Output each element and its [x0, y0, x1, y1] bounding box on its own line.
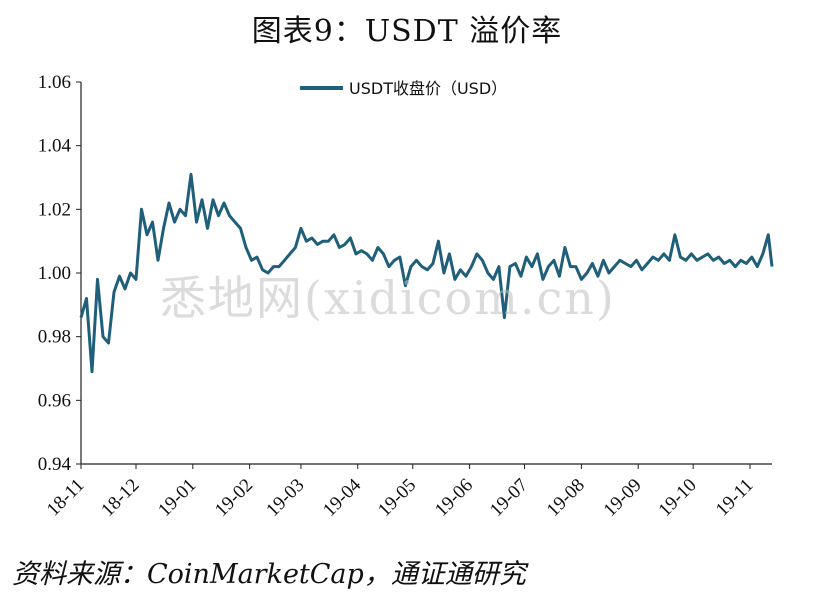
x-tick-label: 19-10 [655, 475, 701, 521]
y-tick-label: 1.00 [38, 263, 71, 284]
x-tick-label: 19-11 [712, 475, 758, 521]
x-tick-label: 19-08 [543, 475, 589, 521]
y-tick-label: 0.94 [38, 454, 72, 475]
x-tick-label: 19-04 [319, 474, 366, 521]
y-tick-label: 1.04 [38, 136, 72, 157]
x-tick-label: 19-02 [211, 475, 257, 521]
x-tick-label: 18-12 [97, 475, 143, 521]
x-axis-ticks: 18-11 18-12 19-01 19-02 19-03 19-04 19-05 19-06… [43, 464, 758, 521]
y-tick-label: 0.96 [38, 390, 71, 411]
x-tick-label: 19-09 [600, 475, 646, 521]
source-note: 资料来源：CoinMarketCap，通证通研究 [12, 559, 526, 590]
x-tick-label: 19-06 [431, 475, 477, 521]
x-tick-label: 19-07 [486, 475, 532, 521]
legend: USDT收盘价（USD） [300, 79, 507, 98]
legend-label: USDT收盘价（USD） [349, 79, 507, 98]
x-tick-label: 19-03 [262, 475, 308, 521]
chart-title: 图表9：USDT 溢价率 [251, 14, 563, 49]
y-tick-label: 0.98 [38, 327, 71, 348]
y-tick-label: 1.06 [38, 72, 71, 93]
x-tick-label: 19-01 [154, 475, 200, 521]
y-axis-ticks: 1.06 1.04 1.02 1.00 0.98 0.96 0.94 [38, 72, 81, 475]
watermark: 悉地网(xidicom.cn) [160, 271, 616, 325]
x-tick-label: 19-05 [374, 475, 420, 521]
y-tick-label: 1.02 [38, 199, 71, 220]
x-tick-label: 18-11 [43, 475, 89, 521]
series-group [79, 172, 774, 374]
